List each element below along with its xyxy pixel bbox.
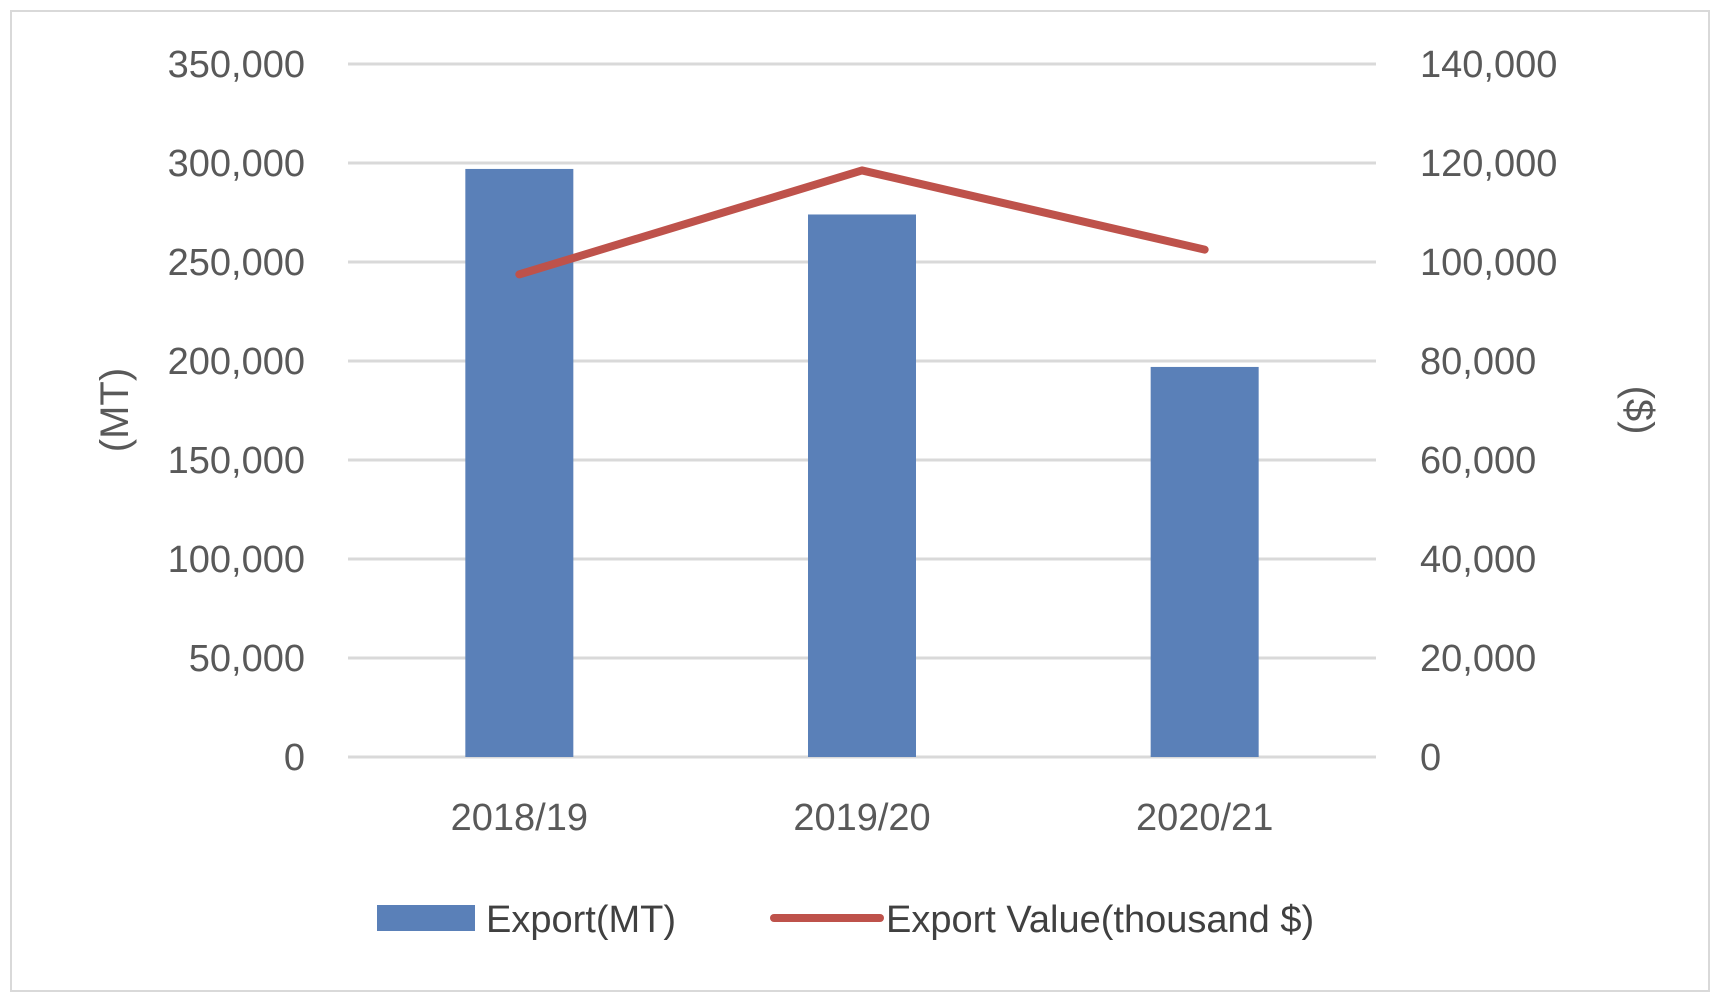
right-y-tick-label: 80,000 — [1420, 341, 1536, 383]
bar — [808, 214, 916, 758]
right-y-tick-label: 120,000 — [1420, 143, 1557, 185]
bar — [1150, 366, 1259, 757]
right-y-tick-label: 140,000 — [1420, 44, 1557, 86]
x-tick-label: 2018/19 — [451, 797, 588, 839]
x-tick-label: 2019/20 — [793, 797, 930, 839]
right-y-tick-label: 60,000 — [1420, 440, 1536, 482]
right-y-tick-label: 20,000 — [1420, 638, 1536, 680]
bar — [465, 168, 574, 757]
left-axis-title: (MT) — [93, 368, 137, 452]
x-axis-ticks: 2018/19 2019/20 2020/21 — [451, 797, 1274, 839]
left-y-tick-label: 50,000 — [189, 638, 305, 680]
bar-series — [465, 168, 1259, 758]
left-y-tick-label: 350,000 — [168, 44, 305, 86]
legend-swatch-bar — [377, 905, 475, 931]
legend-label-bar: Export(MT) — [486, 899, 676, 941]
right-y-axis-ticks: 0 20,000 40,000 60,000 80,000 100,000 120,000 1… — [1420, 44, 1557, 779]
legend: Export(MT) Export Value(thousand $) — [377, 899, 1314, 941]
left-y-tick-label: 250,000 — [168, 242, 305, 284]
series-line — [515, 166, 1209, 279]
left-y-tick-label: 300,000 — [168, 143, 305, 185]
line-series — [515, 166, 1209, 279]
left-y-tick-label: 200,000 — [168, 341, 305, 383]
left-y-axis-ticks: 0 50,000 100,000 150,000 200,000 250,000 300,0… — [168, 44, 305, 779]
right-axis-title: ($) — [1617, 386, 1661, 435]
left-y-tick-label: 150,000 — [168, 440, 305, 482]
right-y-tick-label: 40,000 — [1420, 539, 1536, 581]
right-y-tick-label: 0 — [1420, 737, 1441, 779]
x-tick-label: 2020/21 — [1136, 797, 1273, 839]
left-y-tick-label: 0 — [284, 737, 305, 779]
legend-label-line: Export Value(thousand $) — [886, 899, 1314, 941]
right-y-tick-label: 100,000 — [1420, 242, 1557, 284]
left-y-tick-label: 100,000 — [168, 539, 305, 581]
